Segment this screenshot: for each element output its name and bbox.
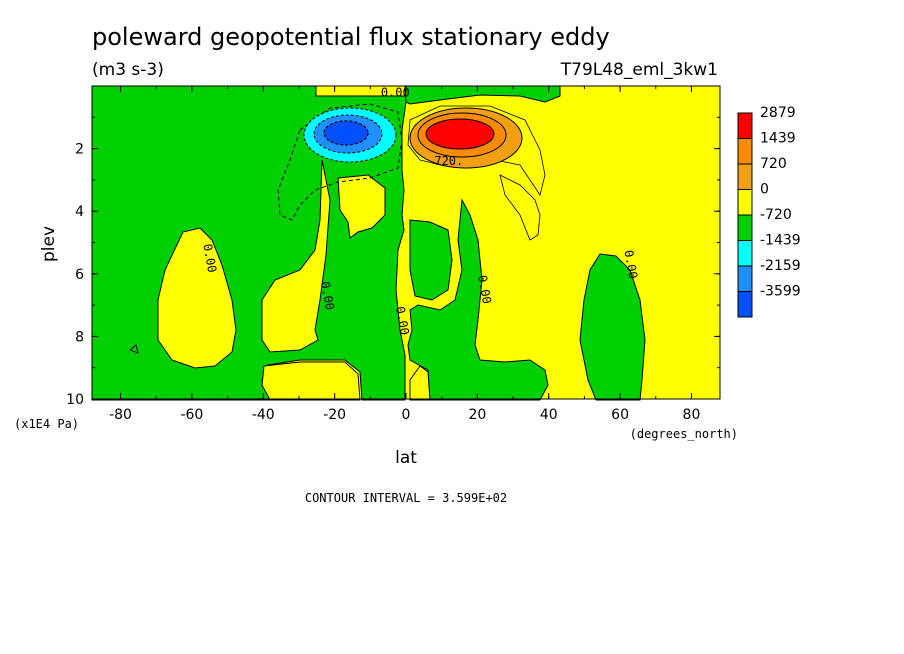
positive-core-inner bbox=[425, 118, 495, 150]
negative-core-inner bbox=[323, 120, 369, 146]
y-axis-label: plev bbox=[39, 226, 59, 262]
x-tick-label: -80 bbox=[109, 407, 132, 423]
contour-label: 720. bbox=[434, 154, 463, 168]
contour-labels: 0.00 720. 0.00 0.00 0.00 0.00 0.00 bbox=[200, 85, 640, 336]
contour-label: 0.00 bbox=[200, 243, 219, 274]
y-axis: 2 4 6 8 10 bbox=[66, 116, 720, 408]
colorbar-swatch bbox=[737, 291, 753, 318]
contour-label: 0.00 bbox=[621, 249, 640, 280]
x-tick-label: 0 bbox=[402, 407, 411, 423]
x-axis: -80 -60 -40 -20 0 20 40 60 80 bbox=[109, 86, 700, 423]
negative-region-north-4 bbox=[579, 253, 646, 401]
contour-label: 0.00 bbox=[381, 85, 410, 99]
colorbar-swatch bbox=[737, 138, 753, 165]
positive-contour-outer-2 bbox=[499, 174, 541, 241]
colorbar-swatch bbox=[737, 189, 753, 216]
colorbar: 2879 1439 720 0 -720 -1439 -2159 -3599 bbox=[737, 105, 801, 318]
colorbar-swatch bbox=[737, 265, 753, 292]
colorbar-label: -3599 bbox=[760, 284, 801, 300]
positive-patch-south-4 bbox=[261, 361, 361, 401]
x-tick-label: 40 bbox=[540, 407, 558, 423]
colorbar-swatch bbox=[737, 163, 753, 190]
colorbar-label: 720 bbox=[760, 156, 787, 172]
contour-label: 0.00 bbox=[393, 305, 412, 336]
colorbar-label: -720 bbox=[760, 207, 792, 223]
colorbar-swatch bbox=[737, 112, 753, 139]
chart-title: poleward geopotential flux stationary ed… bbox=[92, 23, 610, 51]
y-tick-label: 6 bbox=[75, 267, 84, 283]
y-tick-label: 4 bbox=[75, 204, 84, 220]
x-tick-label: 60 bbox=[611, 407, 629, 423]
y-tick-label: 8 bbox=[75, 329, 84, 345]
colorbar-swatch bbox=[737, 240, 753, 267]
positive-patch-south-2 bbox=[261, 159, 331, 353]
negative-region-north-3 bbox=[407, 198, 549, 401]
x-tick-label: 80 bbox=[683, 407, 701, 423]
contour-label: 0.00 bbox=[318, 280, 337, 311]
x-tick-label: -60 bbox=[180, 407, 203, 423]
chart-units: (m3 s-3) bbox=[92, 60, 164, 80]
x-tick-label: -40 bbox=[252, 407, 275, 423]
x-axis-units: (degrees_north) bbox=[630, 427, 738, 441]
plot-area: 0.00 720. 0.00 0.00 0.00 0.00 0.00 bbox=[91, 85, 721, 401]
positive-patch-south-1 bbox=[157, 227, 237, 369]
colorbar-swatch bbox=[737, 214, 753, 241]
colorbar-label: 0 bbox=[760, 182, 769, 198]
negative-region-north-2 bbox=[409, 219, 453, 301]
colorbar-label: -2159 bbox=[760, 258, 801, 274]
positive-patch-south-3 bbox=[337, 174, 386, 239]
y-tick-label: 2 bbox=[75, 142, 84, 158]
positive-contour-outer bbox=[407, 105, 546, 196]
x-axis-label: lat bbox=[395, 448, 417, 468]
colorbar-label: -1439 bbox=[760, 233, 801, 249]
negative-region-north-1 bbox=[404, 85, 561, 105]
contour-label: 0.00 bbox=[475, 274, 494, 305]
x-tick-label: 20 bbox=[468, 407, 486, 423]
negative-contour-outer bbox=[277, 103, 403, 221]
colorbar-label: 2879 bbox=[760, 105, 796, 121]
colorbar-label: 1439 bbox=[760, 131, 796, 147]
x-tick-label: -20 bbox=[323, 407, 346, 423]
experiment-label: T79L48_eml_3kw1 bbox=[560, 60, 718, 80]
contour-interval-label: CONTOUR INTERVAL = 3.599E+02 bbox=[305, 491, 507, 505]
y-axis-units: (x1E4 Pa) bbox=[14, 417, 79, 431]
y-tick-label: 10 bbox=[66, 392, 84, 408]
positive-patch-north bbox=[409, 365, 431, 401]
